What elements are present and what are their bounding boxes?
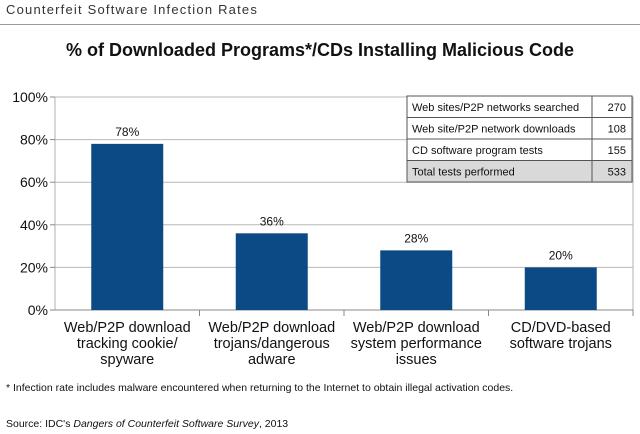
bar-chart: 0%20%40%60%80%100%78%Web/P2P downloadtra… — [12, 89, 634, 368]
category-label: Web/P2P download — [353, 320, 480, 336]
table-row-value: 155 — [608, 145, 626, 157]
table-row-label: CD software program tests — [412, 145, 543, 157]
source-prefix: Source: IDC's — [6, 418, 74, 430]
source-suffix: , 2013 — [258, 418, 289, 430]
bar — [524, 267, 597, 310]
y-tick-label: 20% — [20, 259, 48, 275]
y-tick-label: 40% — [20, 217, 48, 233]
category-label: trojans/dangerous — [214, 336, 330, 352]
table-row-label: Web site/P2P network downloads — [412, 124, 576, 136]
y-tick-label: 0% — [28, 302, 48, 318]
bar-value-label: 36% — [260, 214, 284, 228]
category-label: adware — [248, 352, 296, 368]
y-tick-label: 60% — [20, 174, 48, 190]
category-label: Web/P2P download — [208, 320, 335, 336]
y-tick-label: 100% — [12, 89, 48, 105]
header-divider — [0, 24, 640, 25]
bar — [91, 143, 164, 310]
source-title: Dangers of Counterfeit Software Survey — [73, 418, 259, 430]
category-label: system performance — [351, 336, 482, 352]
table-row-value: 108 — [608, 124, 626, 136]
category-label: Web/P2P download — [64, 320, 191, 336]
chart-title: % of Downloaded Programs*/CDs Installing… — [65, 40, 575, 60]
footnote: * Infection rate includes malware encoun… — [6, 382, 514, 394]
source-note: Source: IDC's Dangers of Counterfeit Sof… — [6, 418, 288, 430]
category-label: issues — [396, 352, 437, 368]
category-label: CD/DVD-based — [511, 320, 611, 336]
table-row-value: 533 — [608, 167, 626, 179]
bar — [380, 250, 453, 310]
table-row — [406, 160, 633, 183]
table-row-label: Web sites/P2P networks searched — [412, 102, 579, 114]
bar-value-label: 78% — [115, 125, 139, 139]
table-row-value: 270 — [608, 102, 626, 114]
bar — [235, 233, 308, 310]
category-label: software trojans — [510, 336, 612, 352]
table-row-label: Total tests performed — [412, 167, 515, 179]
category-label: spyware — [100, 352, 154, 368]
category-label: tracking cookie/ — [77, 336, 179, 352]
y-tick-label: 80% — [20, 132, 48, 148]
bar-value-label: 20% — [549, 248, 573, 262]
bar-value-label: 28% — [404, 231, 428, 245]
page-header-title: Counterfeit Software Infection Rates — [6, 2, 259, 17]
